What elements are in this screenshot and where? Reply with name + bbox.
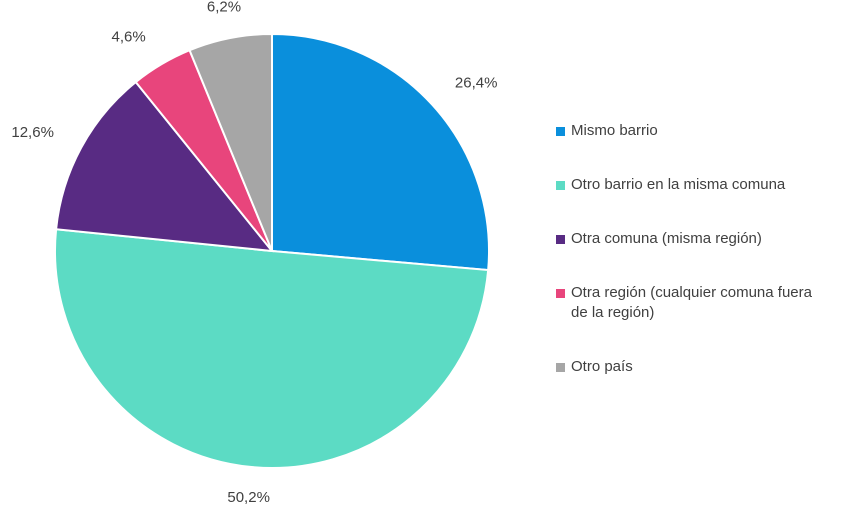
pie-slice (54, 80, 275, 253)
legend-swatch (556, 127, 565, 136)
data-label: 12,6% (11, 124, 54, 141)
legend-swatch (556, 363, 565, 372)
legend-label: Otra comuna (misma región) (571, 230, 762, 247)
pie-slice (54, 228, 490, 469)
legend-swatch (556, 181, 565, 190)
legend-label: Otro país (571, 358, 633, 375)
legend-swatch (556, 235, 565, 244)
data-label: 4,6% (112, 29, 146, 46)
legend-item: Otra comuna (misma región) (556, 229, 816, 249)
legend-item: Mismo barrio (556, 121, 816, 141)
legend-label: Otro barrio en la misma comuna (571, 176, 786, 193)
legend-item: Otro barrio en la misma comuna (556, 175, 816, 195)
pie-slice (188, 32, 273, 252)
legend-item: Otro país (556, 357, 816, 377)
legend: Mismo barrio Otro barrio en la misma comu… (556, 121, 816, 377)
data-label: 6,2% (207, 0, 241, 16)
pie-slice (271, 32, 490, 272)
legend-label: Mismo barrio (571, 122, 658, 139)
legend-item: Otra región (cualquier comuna fuera de l… (556, 283, 816, 323)
legend-swatch (556, 289, 565, 298)
legend-label: Otra región (cualquier comuna fuera de l… (571, 284, 812, 321)
data-label: 26,4% (455, 74, 498, 91)
data-label: 50,2% (227, 489, 270, 506)
